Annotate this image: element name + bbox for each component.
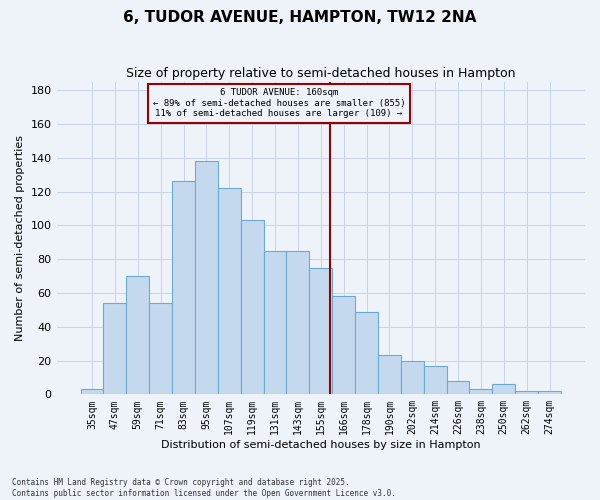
Bar [127,276,149,394]
Bar [538,391,561,394]
Bar [378,356,401,395]
Bar [515,391,538,394]
Bar [355,312,378,394]
Bar [424,366,446,394]
Bar [263,250,286,394]
Title: Size of property relative to semi-detached houses in Hampton: Size of property relative to semi-detach… [126,68,515,80]
Bar [332,296,355,394]
Bar [469,390,493,394]
Bar [80,390,103,394]
Y-axis label: Number of semi-detached properties: Number of semi-detached properties [15,135,25,341]
Bar [493,384,515,394]
Bar [195,161,218,394]
Text: Contains HM Land Registry data © Crown copyright and database right 2025.
Contai: Contains HM Land Registry data © Crown c… [12,478,396,498]
Bar [172,182,195,394]
Bar [401,360,424,394]
Bar [446,381,469,394]
X-axis label: Distribution of semi-detached houses by size in Hampton: Distribution of semi-detached houses by … [161,440,481,450]
Bar [218,188,241,394]
Bar [241,220,263,394]
Bar [310,268,332,394]
Bar [103,303,127,394]
Bar [149,303,172,394]
Text: 6, TUDOR AVENUE, HAMPTON, TW12 2NA: 6, TUDOR AVENUE, HAMPTON, TW12 2NA [124,10,476,25]
Text: 6 TUDOR AVENUE: 160sqm
← 89% of semi-detached houses are smaller (855)
11% of se: 6 TUDOR AVENUE: 160sqm ← 89% of semi-det… [152,88,405,118]
Bar [286,250,310,394]
